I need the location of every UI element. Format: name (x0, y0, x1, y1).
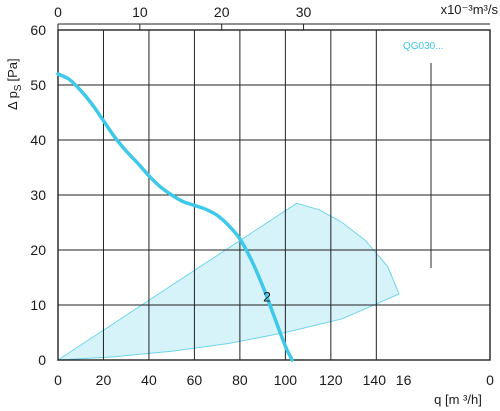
x-tick-label: 0 (54, 372, 62, 388)
series-layer: 2 (56, 72, 294, 362)
legend-label-qg030: QG030... (403, 41, 444, 52)
secondary-x-axis-title: x10⁻³m³/s (441, 2, 499, 17)
x-tick-label: 20 (96, 372, 112, 388)
x-tick-label: 80 (232, 372, 248, 388)
plot-frame (57, 29, 491, 361)
operating-area-layer (56, 202, 400, 361)
curve-label-2: 2 (263, 289, 271, 305)
y-axis-title-main: Δ p (5, 91, 20, 110)
y-tick-label: 30 (30, 187, 46, 203)
operating-area (56, 202, 400, 361)
y-tick-label: 60 (30, 22, 46, 38)
x-axis-title: q [m ³/h] (434, 392, 482, 407)
axis-titles: Δ pS [Pa] q [m ³/h] x10⁻³m³/s (5, 2, 498, 407)
grid-layer (57, 23, 491, 361)
secondary-x-tick-label: 20 (214, 4, 230, 20)
x-tick-label: 140 (363, 372, 387, 388)
y-tick-label: 50 (30, 77, 46, 93)
x-tick-label: 16 (396, 372, 412, 388)
x-tick-label: 0 (486, 372, 494, 388)
y-tick-label: 10 (30, 297, 46, 313)
secondary-x-tick-label: 30 (296, 4, 312, 20)
y-axis-title: Δ pS [Pa] (5, 58, 24, 110)
y-tick-label: 40 (30, 132, 46, 148)
y-tick-label: 0 (38, 352, 46, 368)
secondary-x-tick-label: 10 (132, 4, 148, 20)
legend-layer: QG030... (403, 41, 444, 268)
x-tick-label: 60 (187, 372, 203, 388)
x-tick-label: 120 (319, 372, 343, 388)
y-axis-title-unit: [Pa] (5, 58, 20, 81)
y-tick-label: 20 (30, 242, 46, 258)
x-tick-label: 100 (274, 372, 298, 388)
secondary-x-tick-label: 0 (54, 4, 62, 20)
x-tick-label: 40 (141, 372, 157, 388)
y-axis-title-sub: S (13, 84, 24, 91)
fan-curve-2 (56, 72, 294, 362)
